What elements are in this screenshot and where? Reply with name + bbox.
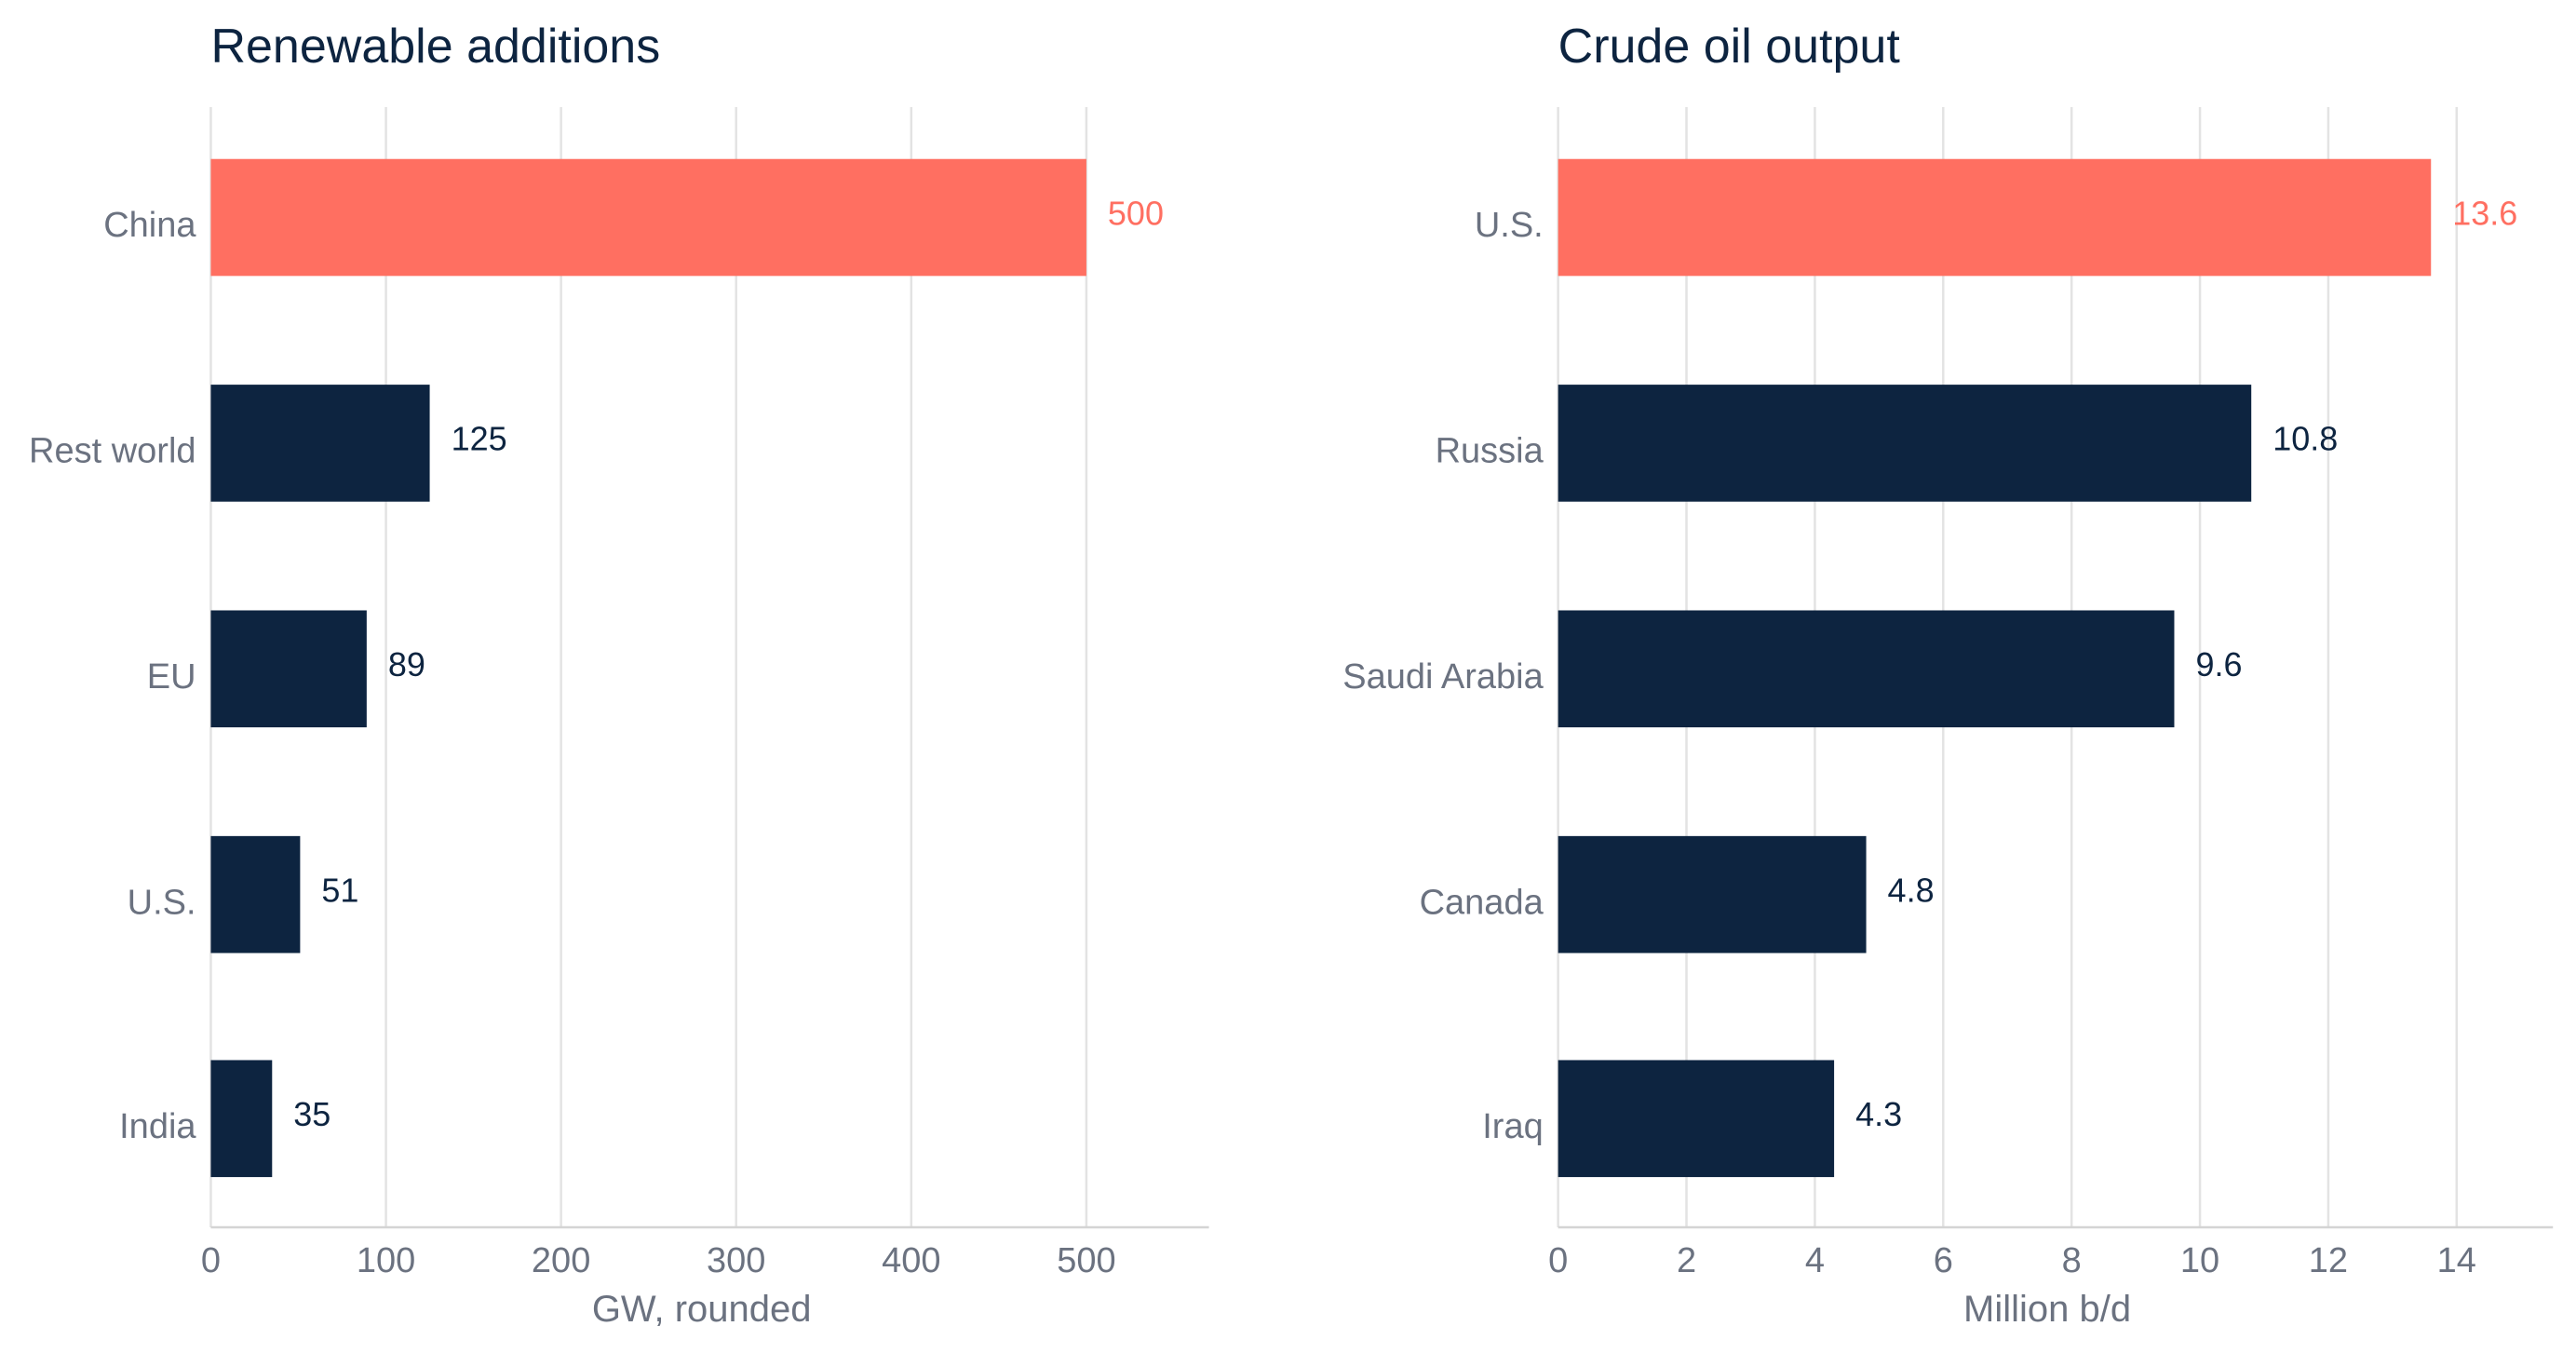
bar-china <box>210 158 1086 277</box>
category-label: Rest world <box>29 432 196 471</box>
chart-title: Crude oil output <box>1558 20 1901 74</box>
data-label: 9.6 <box>2195 645 2242 683</box>
data-label: 51 <box>321 871 358 909</box>
x-tick-label: 0 <box>201 1241 221 1280</box>
x-tick-label: 300 <box>707 1241 765 1280</box>
category-label: Iraq <box>1482 1107 1543 1146</box>
category-label: EU <box>147 657 196 697</box>
bar-rest-world <box>210 385 430 502</box>
x-tick-label: 12 <box>2309 1241 2348 1280</box>
bar-iraq <box>1558 1060 1835 1178</box>
bar-u-s <box>210 835 301 954</box>
category-label: Canada <box>1420 883 1544 922</box>
x-tick-label: 500 <box>1057 1241 1115 1280</box>
chart-crude-oil-output: Crude oil output 0 2 4 6 8 10 12 14 Million b/d U.… <box>1342 20 2554 1330</box>
category-label: Russia <box>1436 432 1544 471</box>
x-tick-label: 100 <box>357 1241 415 1280</box>
x-axis-title: GW, rounded <box>592 1289 812 1330</box>
data-label: 4.3 <box>1855 1095 1902 1133</box>
x-tick-label: 400 <box>882 1241 940 1280</box>
x-tick-label: 4 <box>1805 1241 1825 1280</box>
x-tick-label: 10 <box>2180 1241 2219 1280</box>
x-tick-label: 8 <box>2062 1241 2082 1280</box>
x-tick-label: 2 <box>1677 1241 1696 1280</box>
category-label: India <box>119 1107 196 1146</box>
bar-eu <box>210 610 367 728</box>
category-label: U.S. <box>128 883 196 922</box>
x-tick-label: 6 <box>1934 1241 1953 1280</box>
data-label: 4.8 <box>1888 871 1935 909</box>
category-label: China <box>103 206 196 245</box>
x-tick-label: 14 <box>2437 1241 2476 1280</box>
x-axis-title: Million b/d <box>1963 1289 2131 1330</box>
chart-title: Renewable additions <box>210 20 660 74</box>
bar-saudi-arabia <box>1558 610 2175 728</box>
bar-india <box>210 1060 273 1178</box>
data-label: 10.8 <box>2273 420 2338 458</box>
bar-u-s <box>1558 158 2432 277</box>
category-label: U.S. <box>1475 206 1544 245</box>
data-label: 13.6 <box>2452 194 2517 232</box>
data-label: 500 <box>1108 194 1164 232</box>
category-label: Saudi Arabia <box>1342 657 1544 697</box>
bar-canada <box>1558 835 1867 954</box>
data-label: 125 <box>452 420 507 458</box>
data-label: 35 <box>293 1095 330 1133</box>
x-tick-label: 200 <box>532 1241 590 1280</box>
bar-russia <box>1558 385 2252 502</box>
data-label: 89 <box>388 645 425 683</box>
x-tick-label: 0 <box>1548 1241 1568 1280</box>
chart-renewable-additions: Renewable additions 0 100 200 300 400 500 GW, r… <box>29 20 1209 1330</box>
